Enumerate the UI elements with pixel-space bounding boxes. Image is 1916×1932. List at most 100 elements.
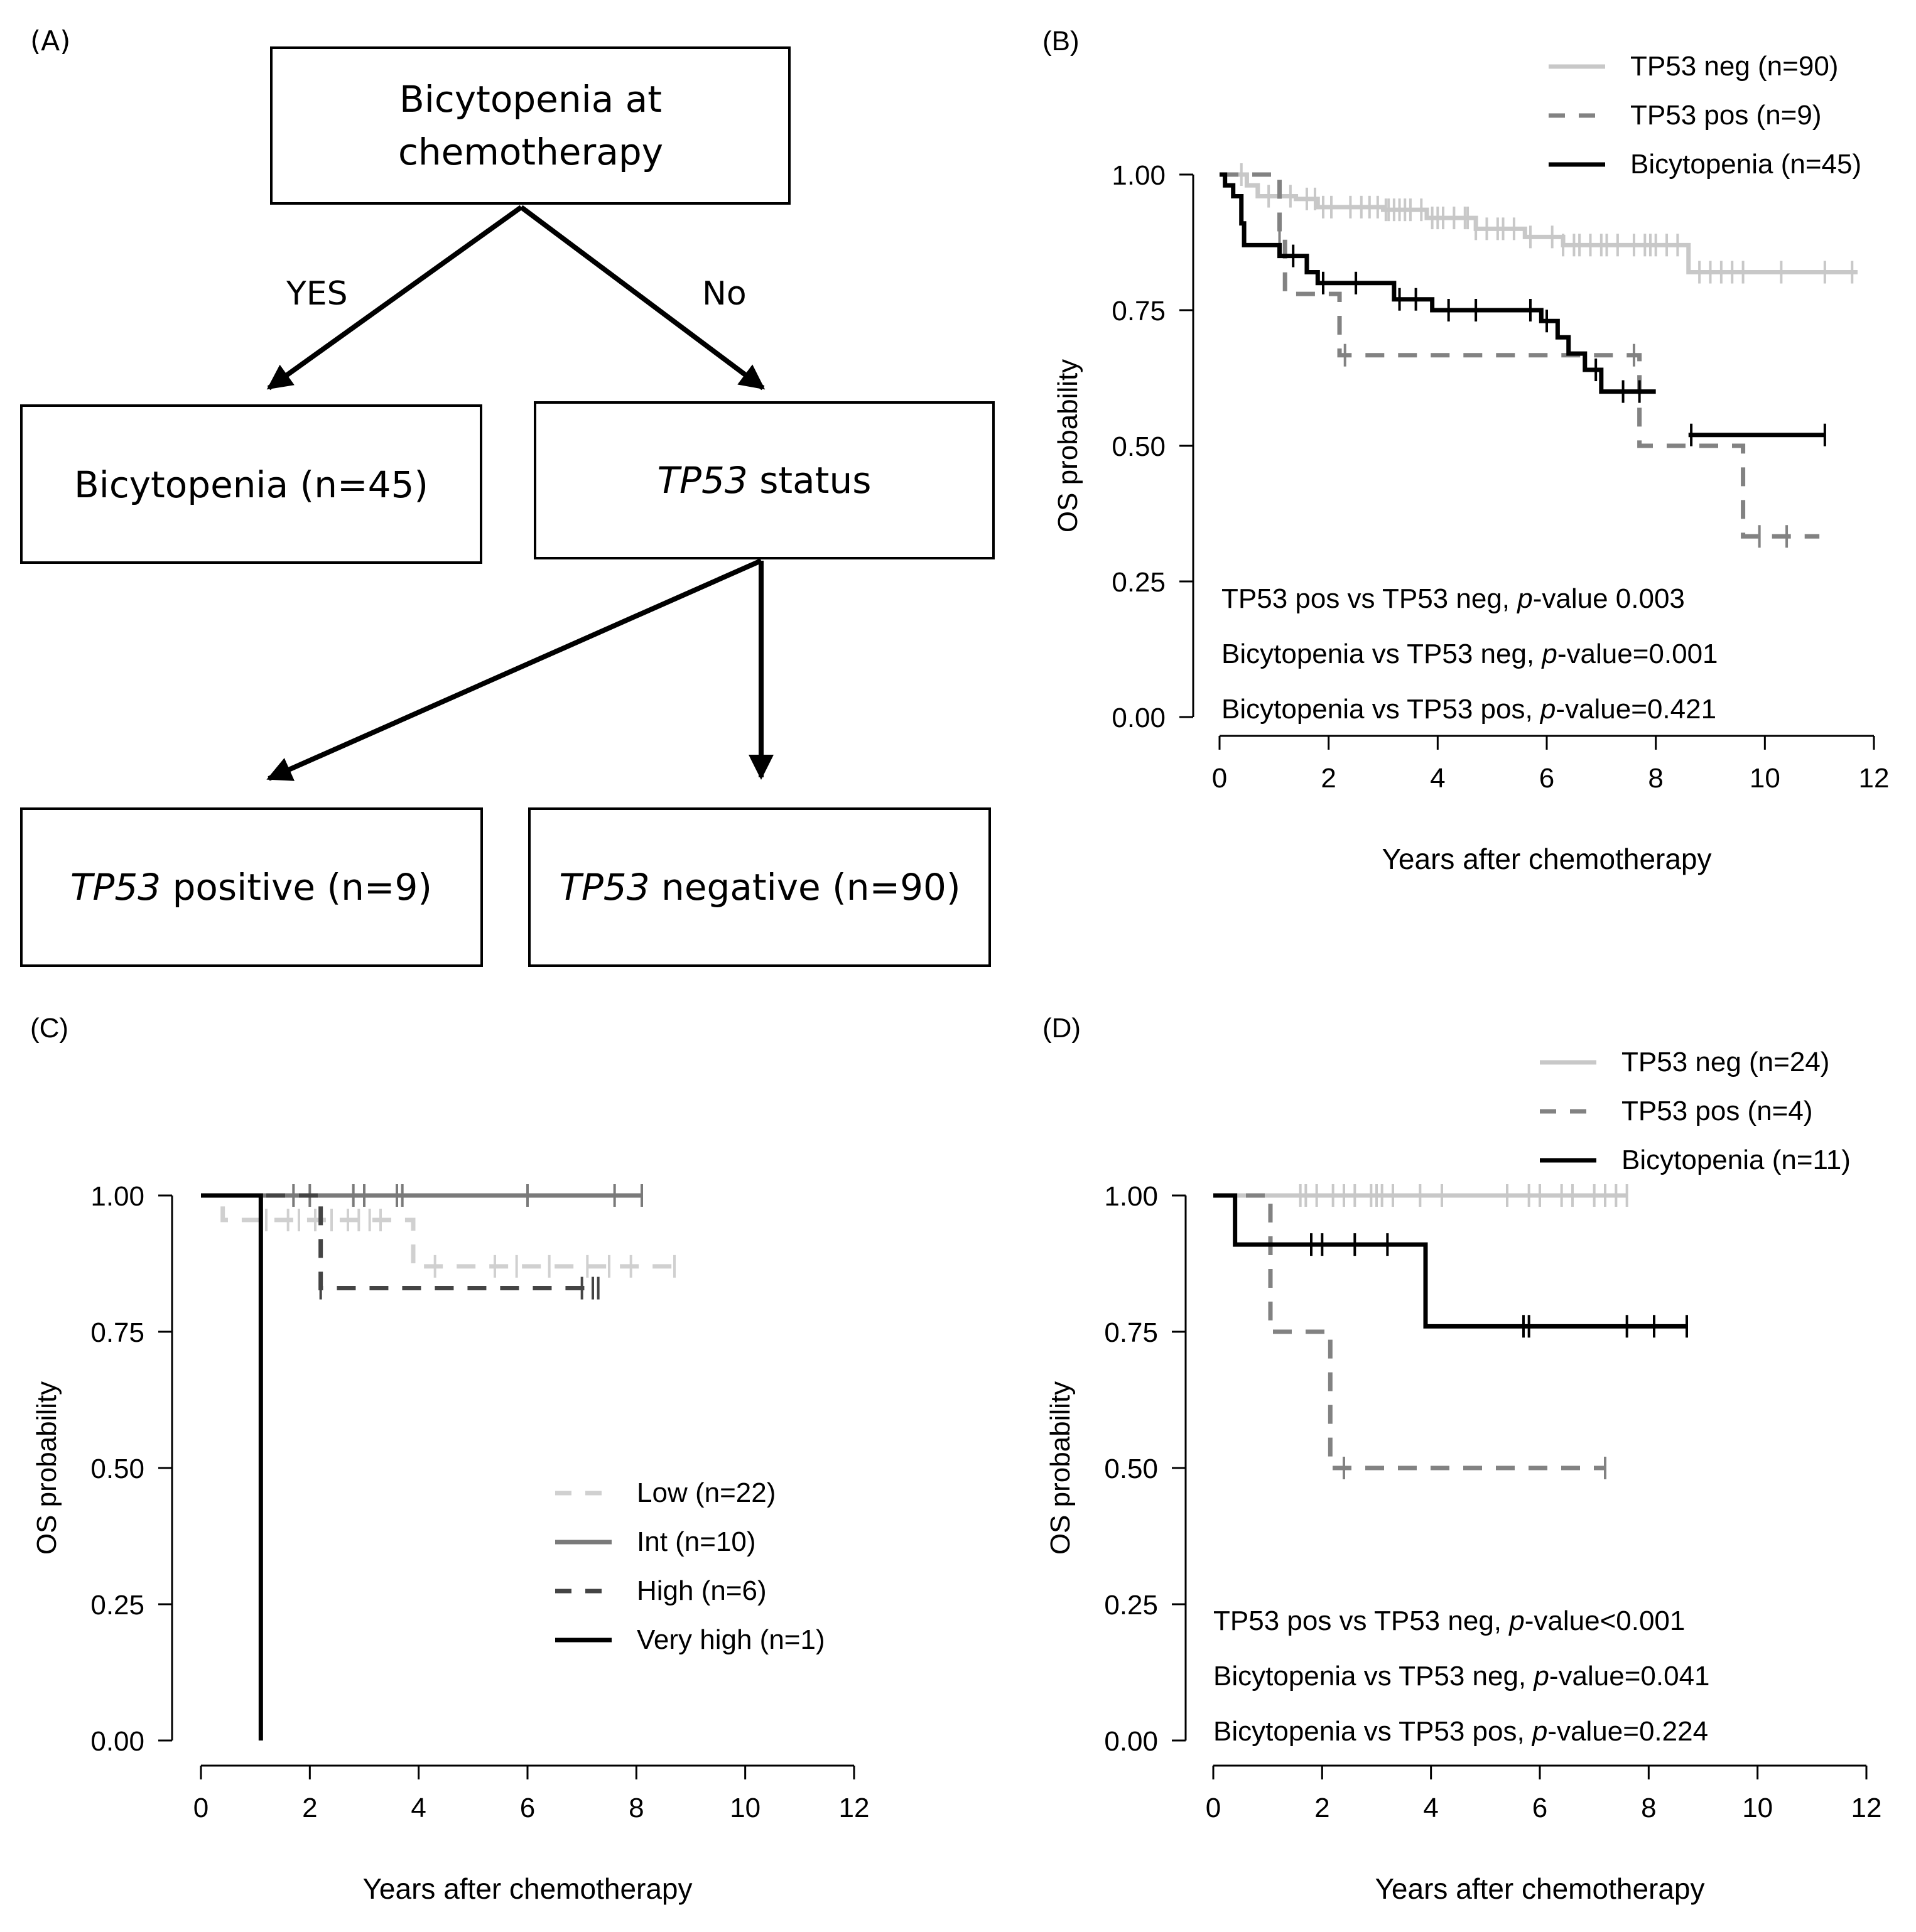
panel-d-y-tick-label: 0.50 — [1104, 1454, 1158, 1484]
yes-label: YES — [286, 275, 348, 313]
panel-b-curves — [1220, 163, 1858, 548]
tp53-positive-box — [20, 807, 483, 967]
root-line-1: Bicytopenia at — [399, 78, 662, 121]
panel-c-x-tick-label: 0 — [193, 1793, 208, 1823]
panel-b-x-tick-label: 12 — [1859, 763, 1890, 794]
panel-b-legend: TP53 neg (n=90) TP53 pos (n=9) Bicytopenia… — [1549, 51, 1861, 180]
positive-arrow — [266, 558, 762, 781]
panel-d-pvalue-suffix: -value=0.041 — [1549, 1661, 1710, 1692]
panel-d-pvalue-prefix: TP53 pos vs TP53 neg, — [1213, 1606, 1509, 1636]
panel-b-y-tick-label: 0.75 — [1112, 296, 1166, 326]
panel-d-legend: TP53 neg (n=24) TP53 pos (n=4) Bicytopenia… — [1540, 1047, 1851, 1175]
panel-c-curve-high — [201, 1193, 598, 1291]
panel-d-chart: (D) 0.00 0.25 0.50 0.75 1.00 OS probability 0 2… — [1042, 1013, 1881, 1905]
panel-d-pvalue-annotation: Bicytopenia vs TP53 pos, p-value=0.224 — [1213, 1716, 1708, 1747]
tp53-status-box — [534, 401, 995, 559]
panel-b-annotations: TP53 pos vs TP53 neg, p-value 0.003Bicyt… — [1221, 583, 1718, 725]
tp53-positive-label: TP53 positive (n=9) — [70, 866, 432, 909]
panel-c-legend-label-high: High (n=6) — [637, 1575, 767, 1606]
panel-a-label: (A) — [30, 25, 70, 57]
panel-b-y-tick-label: 0.25 — [1112, 567, 1166, 598]
panel-b-pvalue-annotation: TP53 pos vs TP53 neg, p-value 0.003 — [1221, 583, 1685, 614]
panel-b-pvalue-italic: p — [1540, 639, 1557, 669]
panel-b-x-tick-label: 10 — [1750, 763, 1780, 794]
panel-c-label: (C) — [30, 1013, 68, 1044]
panel-b-legend-label-tp53_pos: TP53 pos (n=9) — [1630, 100, 1822, 131]
panel-b-pvalue-annotation: Bicytopenia vs TP53 neg, p-value=0.001 — [1221, 639, 1718, 669]
panel-c-x-axis-label: Years after chemotherapy — [362, 1872, 692, 1905]
tp53-status-label: TP53 status — [658, 459, 872, 502]
panel-d-pvalue-suffix: -value=0.224 — [1547, 1716, 1708, 1747]
panel-b-x-axis-label: Years after chemotherapy — [1382, 843, 1711, 875]
no-arrow — [519, 205, 766, 391]
panel-d-y-tick-label: 0.75 — [1104, 1317, 1158, 1348]
no-label: No — [702, 275, 747, 313]
panel-d-pvalue-italic: p — [1531, 1716, 1547, 1747]
panel-b-pvalue-prefix: Bicytopenia vs TP53 neg, — [1221, 639, 1542, 669]
panel-d-legend-label-tp53_neg: TP53 neg (n=24) — [1621, 1047, 1829, 1077]
panel-b-x-tick-label: 4 — [1430, 763, 1445, 794]
panel-c-y-tick-label: 0.00 — [90, 1726, 144, 1757]
panel-d-x-tick-label: 12 — [1851, 1793, 1882, 1823]
panel-b-pvalue-suffix: -value=0.421 — [1556, 694, 1716, 725]
panel-b-axes: 0.00 0.25 0.50 0.75 1.00 OS probability 0 2 4 6 8 1… — [1053, 160, 1889, 875]
panel-c-y-tick-label: 1.00 — [90, 1181, 144, 1212]
panel-b-x-tick-label: 2 — [1321, 763, 1336, 794]
panel-d-annotations: TP53 pos vs TP53 neg, p-value<0.001Bicyt… — [1213, 1606, 1710, 1747]
panel-b-legend-label-tp53_neg: TP53 neg (n=90) — [1630, 51, 1838, 82]
panel-b-x-tick-label: 0 — [1212, 763, 1227, 794]
panel-c-y-axis-label: OS probability — [31, 1381, 62, 1555]
panel-b-pvalue-prefix: Bicytopenia vs TP53 pos, — [1221, 694, 1540, 725]
panel-d-axes: 0.00 0.25 0.50 0.75 1.00 OS probability 0 2 4 6 8 1… — [1045, 1181, 1881, 1905]
panel-c-x-tick-label: 2 — [302, 1793, 317, 1823]
tp53-status-italic: TP53 — [658, 459, 748, 502]
panel-d-legend-label-bicytopenia: Bicytopenia (n=11) — [1621, 1145, 1851, 1175]
panel-b-pvalue-suffix: -value 0.003 — [1533, 583, 1685, 614]
panel-c-y-tick-label: 0.75 — [90, 1317, 144, 1348]
panel-c-legend-label-int: Int (n=10) — [637, 1526, 756, 1557]
panel-b-pvalue-annotation: Bicytopenia vs TP53 pos, p-value=0.421 — [1221, 694, 1716, 725]
tp53-positive-italic: TP53 — [70, 866, 161, 909]
panel-b-y-tick-label: 0.00 — [1112, 703, 1166, 733]
panel-b-y-axis-label: OS probability — [1053, 359, 1083, 532]
panel-d-legend-label-tp53_pos: TP53 pos (n=4) — [1621, 1096, 1813, 1126]
panel-b-x-tick-label: 6 — [1539, 763, 1554, 794]
panel-b-legend-label-bicytopenia: Bicytopenia (n=45) — [1630, 149, 1861, 180]
panel-d-y-tick-label: 0.25 — [1104, 1590, 1158, 1621]
tp53-positive-rest: positive (n=9) — [161, 866, 432, 909]
root-line-2: chemotherapy — [398, 131, 663, 173]
panel-d-y-axis-label: OS probability — [1045, 1381, 1076, 1555]
panel-b-x-tick-label: 8 — [1648, 763, 1663, 794]
panel-c-curves — [201, 1184, 676, 1740]
panel-c-axes: 0.00 0.25 0.50 0.75 1.00 OS probability 0 2 4 6 8 1… — [31, 1181, 869, 1905]
panel-d-pvalue-prefix: Bicytopenia vs TP53 pos, — [1213, 1716, 1532, 1747]
tp53-negative-rest: negative (n=90) — [650, 866, 961, 909]
panel-d-pvalue-suffix: -value<0.001 — [1525, 1606, 1686, 1636]
panel-d-curve-tp53_pos — [1213, 1193, 1605, 1471]
panel-a: (A) Bicytopenia at chemotherapy YES No B… — [20, 25, 995, 967]
panel-c-x-tick-label: 4 — [411, 1793, 426, 1823]
panel-c-legend-label-very_high: Very high (n=1) — [637, 1624, 825, 1655]
panel-d-x-tick-label: 4 — [1423, 1793, 1438, 1823]
panel-b-pvalue-prefix: TP53 pos vs TP53 neg, — [1221, 583, 1517, 614]
panel-b-chart: (B) 0.00 0.25 0.50 0.75 1.00 OS probability 0 2… — [1042, 26, 1889, 875]
panel-c-x-tick-label: 8 — [629, 1793, 644, 1823]
panel-d-pvalue-prefix: Bicytopenia vs TP53 neg, — [1213, 1661, 1534, 1692]
panel-c-legend: Low (n=22) Int (n=10) High (n=6) Very high … — [555, 1477, 825, 1655]
panel-c-legend-label-low: Low (n=22) — [637, 1477, 776, 1508]
root-box — [270, 46, 791, 205]
panel-d-pvalue-annotation: Bicytopenia vs TP53 neg, p-value=0.041 — [1213, 1661, 1710, 1692]
panel-c-curve-low — [201, 1193, 674, 1269]
panel-d-curves — [1213, 1184, 1688, 1479]
tp53-negative-label: TP53 negative (n=90) — [559, 866, 960, 909]
bicytopenia-box — [20, 404, 482, 564]
panel-b-y-tick-label: 1.00 — [1112, 160, 1166, 191]
panel-d-x-tick-label: 0 — [1206, 1793, 1221, 1823]
panel-b-pvalue-italic: p — [1539, 694, 1556, 725]
panel-b-label: (B) — [1042, 26, 1080, 57]
panel-d-x-tick-label: 2 — [1314, 1793, 1329, 1823]
panel-d-pvalue-italic: p — [1508, 1606, 1524, 1636]
panel-c-x-tick-label: 10 — [730, 1793, 760, 1823]
panel-d-y-tick-label: 0.00 — [1104, 1726, 1158, 1757]
